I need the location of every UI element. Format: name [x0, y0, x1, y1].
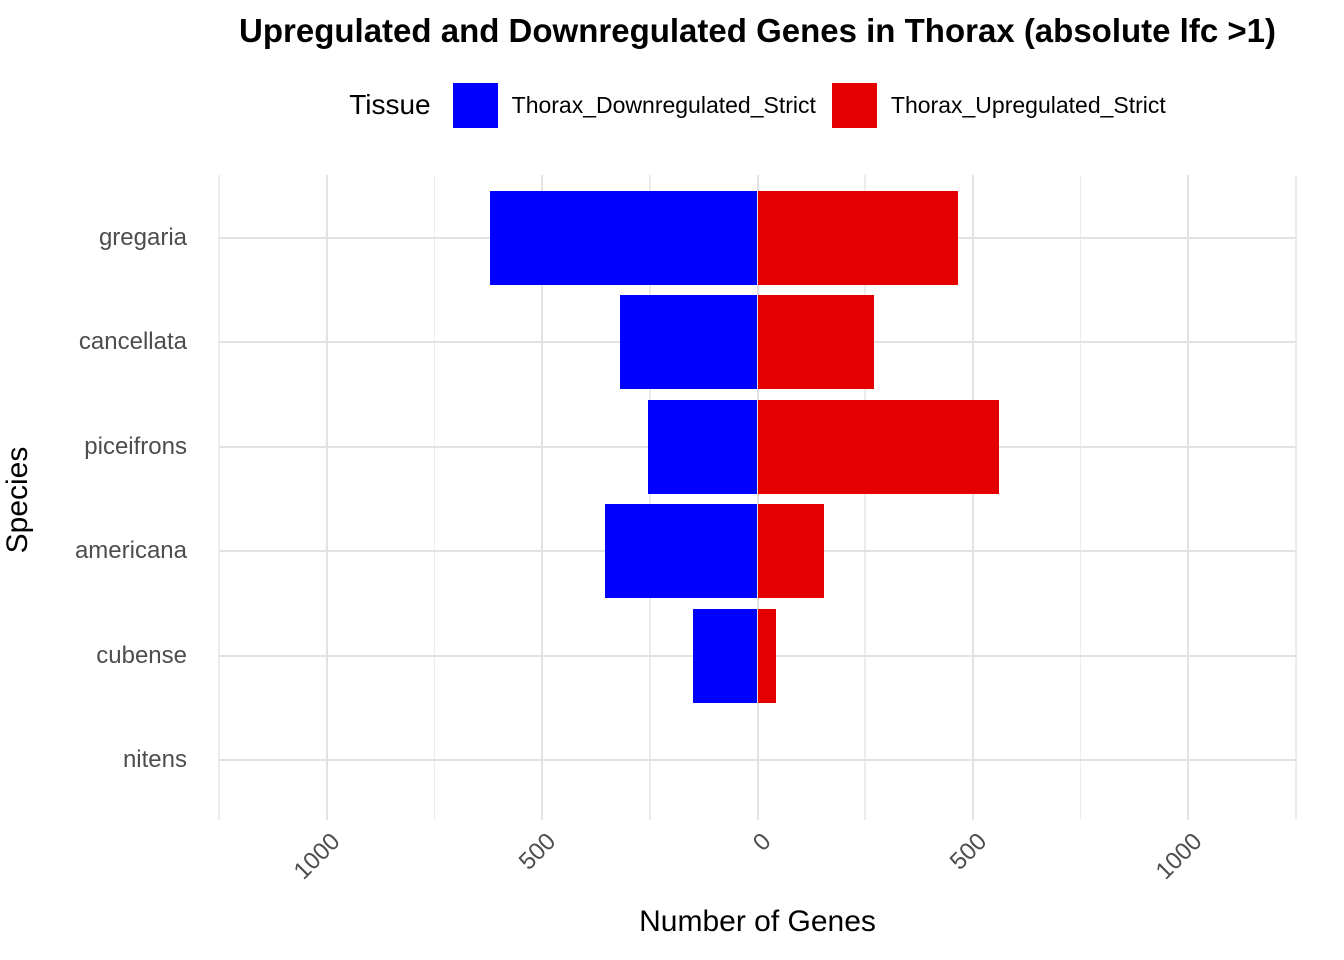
x-tick-label-0: 0	[748, 828, 777, 857]
legend-label-upregulated: Thorax_Upregulated_Strict	[890, 91, 1166, 118]
gridline-major--500	[541, 175, 544, 820]
legend-title: Tissue	[349, 89, 431, 120]
y-axis-label-gregaria: gregaria	[98, 224, 187, 251]
x-tick-label-1000: 1000	[1150, 828, 1208, 885]
gridline-major-500	[971, 175, 974, 820]
bar-cubense-down	[692, 608, 758, 703]
gridline-minor-250	[864, 175, 866, 820]
bar-americana-up	[757, 504, 825, 599]
y-axis-label-americana: americana	[74, 537, 187, 565]
plot-panel	[218, 175, 1297, 820]
legend-entry-downregulated: Thorax_Downregulated_Strict	[452, 82, 816, 128]
gridline-minor--250	[649, 175, 651, 820]
x-axis-labels: 1000 500 0 500 1000	[219, 828, 1296, 898]
bar-piceifrons-down	[647, 399, 758, 494]
y-axis-label-piceifrons: piceifrons	[84, 432, 187, 460]
gridline-minor-1250	[1295, 175, 1297, 820]
y-axis-title: Species	[1, 446, 34, 554]
gridline-minor-750	[1079, 175, 1082, 820]
bar-gregaria-down	[490, 191, 758, 285]
legend-key-downregulated-swatch	[452, 82, 498, 128]
y-axis-labels: gregaria cancellata piceifrons americana cub…	[0, 0, 187, 960]
gridline-minor--750	[433, 175, 436, 820]
x-tick-label-500: 500	[944, 828, 992, 876]
gridline-row-nitens	[219, 759, 1296, 761]
bar-gregaria-up	[757, 191, 958, 285]
gridline-major-0	[756, 175, 759, 820]
bar-cubense-up	[757, 608, 776, 703]
plot-title: Upregulated and Downregulated Genes in T…	[239, 12, 1276, 49]
x-axis-title: Number of Genes	[639, 905, 876, 938]
y-axis-label-nitens: nitens	[122, 746, 187, 773]
bar-americana-down	[604, 504, 758, 599]
gridline-major--1000	[325, 175, 328, 820]
bar-piceifrons-up	[757, 399, 999, 494]
y-axis-label-cancellata: cancellata	[78, 328, 187, 356]
gridline-major-1000	[1187, 175, 1190, 820]
legend-key-upregulated-swatch	[831, 82, 877, 128]
legend-label-downregulated: Thorax_Downregulated_Strict	[511, 91, 816, 118]
gridline-minor--1250	[218, 175, 220, 820]
bar-cancellata-down	[619, 295, 758, 390]
legend: Tissue Thorax_Downregulated_Strict Thora…	[219, 80, 1296, 130]
x-tick-label--500: 500	[513, 828, 562, 876]
y-axis-label-cubense: cubense	[96, 641, 187, 669]
legend-entry-upregulated: Thorax_Upregulated_Strict	[831, 82, 1166, 128]
bar-cancellata-up	[757, 295, 874, 390]
x-tick-label--1000: 1000	[288, 828, 346, 885]
